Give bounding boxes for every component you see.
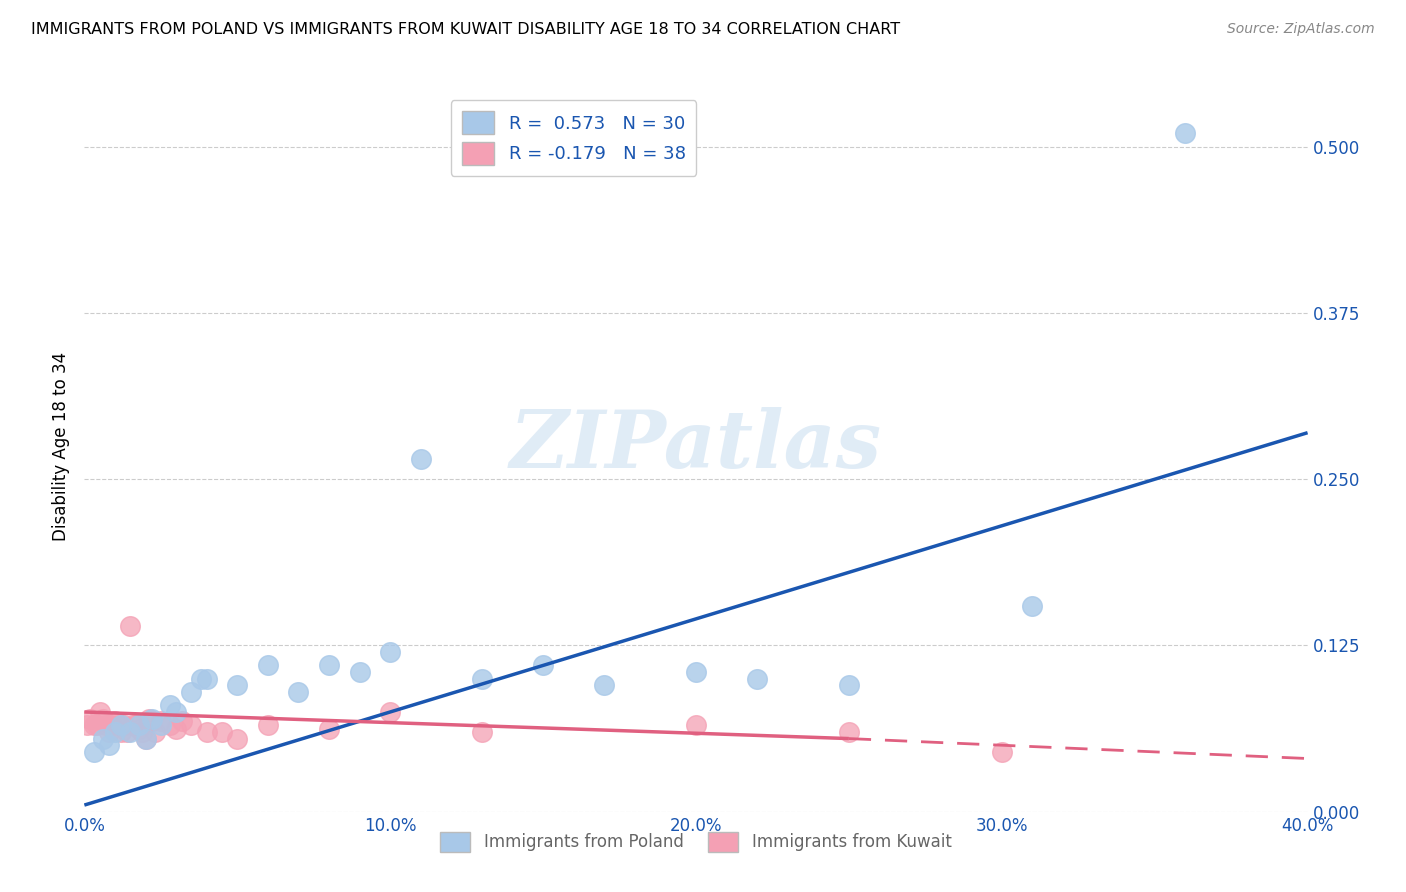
Point [226, 678, 249, 692]
Point [138, 712, 160, 726]
Point [838, 725, 860, 739]
Point [685, 665, 707, 679]
Point [120, 725, 142, 739]
Point [349, 665, 371, 679]
Point [143, 725, 166, 739]
Text: IMMIGRANTS FROM POLAND VS IMMIGRANTS FROM KUWAIT DISABILITY AGE 18 TO 34 CORRELA: IMMIGRANTS FROM POLAND VS IMMIGRANTS FRO… [31, 22, 900, 37]
Point [195, 725, 218, 739]
Point [257, 658, 280, 673]
Point [593, 678, 616, 692]
Point [1021, 599, 1043, 613]
Point [128, 723, 150, 737]
Point [97, 738, 120, 752]
Point [135, 731, 157, 746]
Point [141, 712, 163, 726]
Point [190, 672, 212, 686]
Point [149, 714, 172, 729]
Point [86, 718, 108, 732]
Point [135, 731, 157, 746]
Point [101, 718, 124, 732]
Point [380, 645, 402, 659]
Point [747, 672, 769, 686]
Point [97, 725, 120, 739]
Point [104, 714, 127, 729]
Point [159, 698, 181, 713]
Point [685, 718, 707, 732]
Point [141, 714, 163, 729]
Point [991, 745, 1014, 759]
Y-axis label: Disability Age 18 to 34: Disability Age 18 to 34 [52, 351, 70, 541]
Point [159, 718, 181, 732]
Point [83, 745, 105, 759]
Point [180, 685, 202, 699]
Point [471, 725, 494, 739]
Point [257, 718, 280, 732]
Point [107, 718, 129, 732]
Point [165, 723, 187, 737]
Point [112, 718, 135, 732]
Point [128, 718, 150, 732]
Point [318, 658, 340, 673]
Point [149, 718, 172, 732]
Point [115, 725, 138, 739]
Point [89, 705, 111, 719]
Point [79, 712, 101, 726]
Point [172, 714, 194, 729]
Point [195, 672, 218, 686]
Point [91, 712, 114, 726]
Point [76, 718, 98, 732]
Point [1174, 127, 1197, 141]
Point [104, 725, 127, 739]
Text: Source: ZipAtlas.com: Source: ZipAtlas.com [1227, 22, 1375, 37]
Point [91, 731, 114, 746]
Point [120, 618, 142, 632]
Point [838, 678, 860, 692]
Point [83, 718, 105, 732]
Point [226, 731, 249, 746]
Point [165, 705, 187, 719]
Point [125, 718, 148, 732]
Point [471, 672, 494, 686]
Point [180, 718, 202, 732]
Point [287, 685, 309, 699]
Point [531, 658, 554, 673]
Point [110, 725, 132, 739]
Point [131, 725, 153, 739]
Text: ZIPatlas: ZIPatlas [510, 408, 882, 484]
Point [380, 705, 402, 719]
Point [318, 723, 340, 737]
Point [211, 725, 233, 739]
Point [409, 452, 432, 467]
Point [94, 718, 117, 732]
Point [110, 718, 132, 732]
Legend: Immigrants from Poland, Immigrants from Kuwait: Immigrants from Poland, Immigrants from … [433, 826, 959, 858]
Point [122, 718, 145, 732]
